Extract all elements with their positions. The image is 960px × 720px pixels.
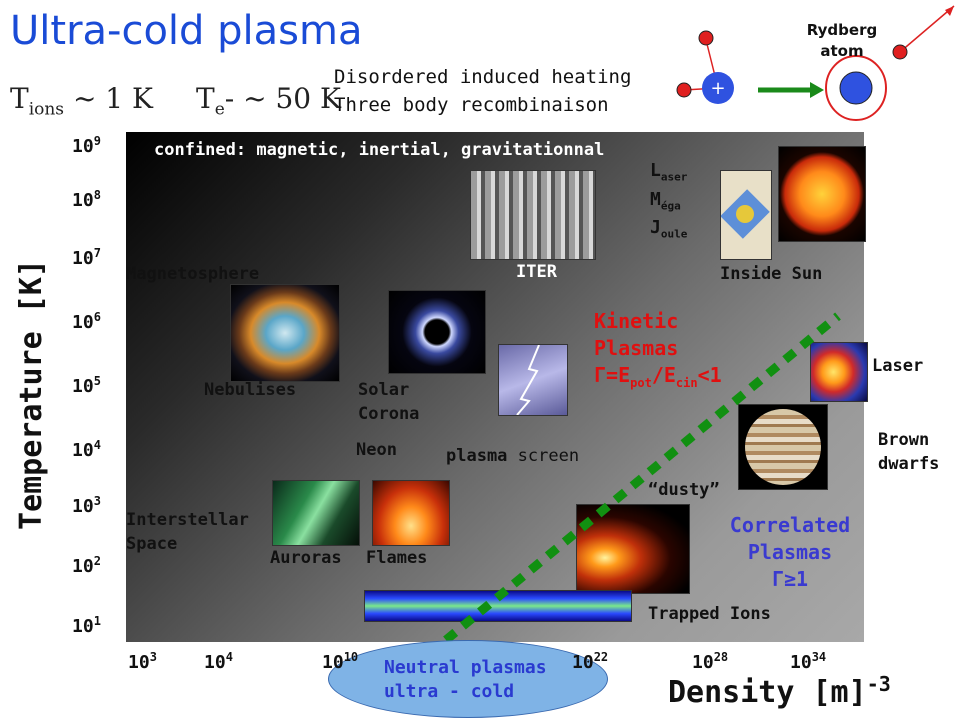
inside-sun-label: Inside Sun bbox=[720, 264, 823, 284]
x-tick: 103 bbox=[128, 650, 157, 673]
svg-text:Rydberg: Rydberg bbox=[807, 21, 877, 39]
x-tick: 1010 bbox=[322, 650, 359, 673]
tarot-card-photo bbox=[720, 170, 772, 260]
plasma-screen-label: plasma screen bbox=[446, 446, 580, 466]
lightning-photo bbox=[498, 344, 568, 416]
ion-temperature: Tions ~ 1 K bbox=[10, 82, 153, 120]
electron-temperature: Te- ~ 50 K bbox=[196, 82, 341, 120]
laser-photo bbox=[810, 342, 868, 402]
x-tick: 104 bbox=[204, 650, 233, 673]
jupiter-photo bbox=[738, 404, 828, 490]
nebula-photo bbox=[230, 284, 340, 382]
x-tick: 1034 bbox=[790, 650, 827, 673]
flames-label: Flames bbox=[366, 548, 428, 568]
electron-icon bbox=[698, 30, 714, 46]
y-tick: 108 bbox=[72, 188, 101, 211]
eclipse-photo bbox=[388, 290, 486, 374]
magnetosphere-label: Magnetosphere bbox=[126, 264, 260, 284]
x-axis-label: Density [m]-3 bbox=[668, 672, 891, 710]
y-tick: 102 bbox=[72, 554, 101, 577]
x-tick: 1022 bbox=[572, 650, 609, 673]
electron-icon bbox=[676, 82, 692, 98]
y-tick: 109 bbox=[72, 134, 101, 157]
atom-core-icon bbox=[839, 71, 873, 105]
auroras-label: Auroras bbox=[270, 548, 342, 568]
confined-label: confined: magnetic, inertial, gravitatio… bbox=[154, 140, 605, 160]
iter-label: ITER bbox=[516, 262, 557, 282]
interstellar-space-label: Interstellar Space bbox=[126, 510, 249, 554]
x-tick: 1028 bbox=[692, 650, 729, 673]
neon-label: Neon bbox=[356, 440, 397, 460]
y-tick: 104 bbox=[72, 438, 101, 461]
solar-corona-label: Solar Corona bbox=[358, 380, 420, 424]
laser-mega-joule-label: Laser Méga Joule bbox=[650, 160, 688, 241]
y-tick: 101 bbox=[72, 614, 101, 637]
iter-photo bbox=[470, 170, 596, 260]
correlated-plasmas-label: Correlated Plasmas Γ≥1 bbox=[729, 513, 851, 591]
y-tick: 105 bbox=[72, 374, 101, 397]
kinetic-plasmas-label: Kinetic Plasmas Γ=Epot/Ecin<1 bbox=[594, 309, 722, 390]
brown-dwarfs-label: Brown dwarfs bbox=[878, 430, 940, 474]
rydberg-atom-diagram: + Rydberg atom bbox=[676, 5, 955, 121]
ion-core-icon bbox=[702, 72, 734, 104]
neutral-plasmas-label: Neutral plasmas ultra - cold bbox=[384, 657, 547, 702]
page-title: Ultra-cold plasma bbox=[10, 8, 363, 54]
aurora-photo bbox=[272, 480, 360, 546]
svg-text:atom: atom bbox=[820, 42, 863, 60]
heating-line-2: Three body recombinaison bbox=[334, 94, 609, 116]
y-tick: 107 bbox=[72, 246, 101, 269]
electron-icon bbox=[892, 44, 908, 60]
y-tick: 103 bbox=[72, 494, 101, 517]
neutral-plasma-ellipse bbox=[328, 640, 608, 718]
heating-line-1: Disordered induced heating bbox=[334, 66, 632, 88]
laser-label: Laser bbox=[872, 356, 924, 376]
nebulises-label: Nebulises bbox=[204, 380, 297, 400]
comet-photo bbox=[576, 504, 690, 594]
dusty-label: “dusty” bbox=[648, 480, 720, 500]
y-tick: 106 bbox=[72, 310, 101, 333]
y-axis-label: Temperature [K] bbox=[14, 259, 49, 530]
trapped-ions-label: Trapped Ions bbox=[648, 604, 771, 624]
sun-photo bbox=[778, 146, 866, 242]
svg-text:+: + bbox=[710, 78, 725, 99]
flame-photo bbox=[372, 480, 450, 546]
